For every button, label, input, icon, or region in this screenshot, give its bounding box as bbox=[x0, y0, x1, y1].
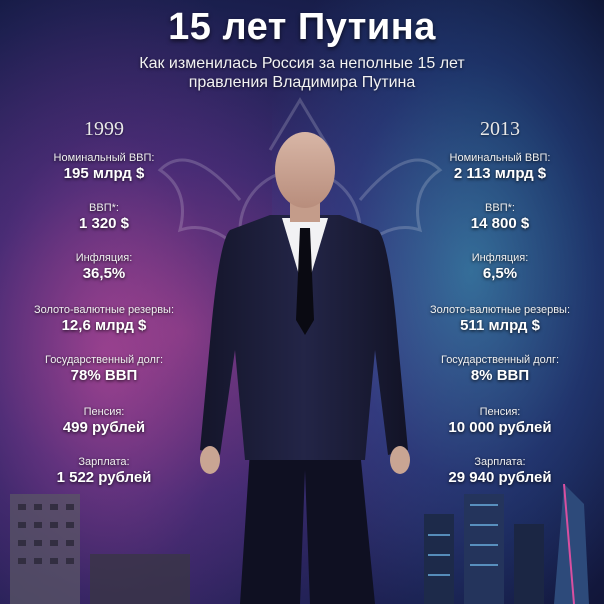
subtitle-line-2: правления Владимира Путина bbox=[188, 74, 416, 91]
stat-reserves-2013: Золото-валютные резервы: 511 млрд $ bbox=[429, 304, 571, 334]
stat-salary-2013: Зарплата: 29 940 рублей bbox=[448, 456, 552, 486]
stat-inflation-2013: Инфляция: 6,5% bbox=[471, 252, 529, 282]
page-title: 15 лет Путина bbox=[168, 6, 436, 48]
stat-reserves-1999: Золото-валютные резервы: 12,6 млрд $ bbox=[33, 304, 175, 334]
suited-man-figure bbox=[200, 132, 410, 604]
city-buildings-left bbox=[10, 494, 190, 604]
stat-gdp-per-capita-1999: ВВП*: 1 320 $ bbox=[78, 202, 130, 232]
subtitle-line-1: Как изменилась Россия за неполные 15 лет bbox=[139, 55, 465, 72]
stat-salary-1999: Зарплата: 1 522 рублей bbox=[56, 456, 152, 486]
page-subtitle: Как изменилась Россия за неполные 15 лет… bbox=[90, 54, 514, 92]
year-left: 1999 bbox=[84, 118, 124, 140]
stat-state-debt-2013: Государственный долг: 8% ВВП bbox=[440, 354, 560, 384]
stat-pension-1999: Пенсия: 499 рублей bbox=[62, 406, 146, 436]
city-skyscrapers-right bbox=[424, 484, 589, 604]
stat-nominal-gdp-1999: Номинальный ВВП: 195 млрд $ bbox=[53, 152, 155, 182]
stat-state-debt-1999: Государственный долг: 78% ВВП bbox=[44, 354, 164, 384]
stat-nominal-gdp-2013: Номинальный ВВП: 2 113 млрд $ bbox=[449, 152, 551, 182]
stat-gdp-per-capita-2013: ВВП*: 14 800 $ bbox=[470, 202, 530, 232]
stat-pension-2013: Пенсия: 10 000 рублей bbox=[448, 406, 552, 436]
stat-inflation-1999: Инфляция: 36,5% bbox=[75, 252, 133, 282]
year-right: 2013 bbox=[480, 118, 520, 140]
